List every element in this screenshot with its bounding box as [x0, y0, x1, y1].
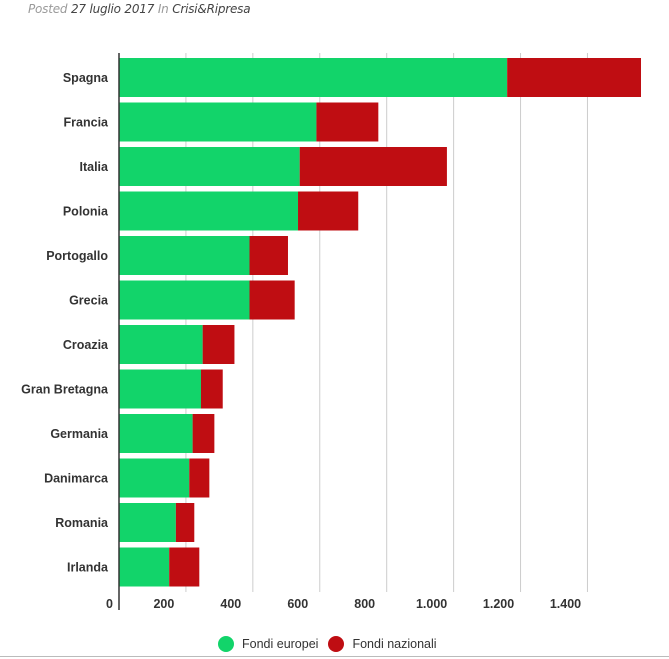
x-tick-label-7: 1.400	[550, 597, 581, 611]
category-label-irlanda: Irlanda	[67, 561, 109, 575]
bar-fondi-nazionali-portogallo[interactable]	[249, 236, 288, 275]
post-meta: Posted 27 luglio 2017 In Crisi&Ripresa	[28, 2, 251, 16]
bar-fondi-europei-gran-bretagna[interactable]	[119, 369, 201, 409]
bar-fondi-europei-grecia[interactable]	[119, 280, 250, 320]
bar-fondi-europei-polonia[interactable]	[119, 191, 299, 231]
bar-fondi-nazionali-francia[interactable]	[316, 102, 379, 142]
category-label-germania: Germania	[50, 427, 109, 441]
bar-fondi-europei-italia[interactable]	[119, 147, 300, 186]
x-tick-label-5: 1.000	[416, 597, 447, 611]
category-label-francia: Francia	[64, 116, 110, 130]
category-label-danimarca: Danimarca	[44, 472, 109, 486]
bar-fondi-europei-croazia[interactable]	[119, 325, 203, 364]
x-tick-label-4: 800	[354, 597, 375, 611]
x-tick-label-0: 0	[106, 597, 113, 611]
legend-swatch-fondi-nazionali	[328, 636, 345, 652]
bottom-divider	[0, 656, 669, 657]
bar-fondi-nazionali-gran-bretagna[interactable]	[200, 369, 223, 409]
bar-fondi-europei-portogallo[interactable]	[119, 236, 250, 275]
legend-item-fondi-europei[interactable]: Fondi europei	[218, 636, 318, 652]
category-label-spagna: Spagna	[63, 71, 109, 85]
bar-fondi-nazionali-germania[interactable]	[192, 414, 215, 453]
tick-labels: 0 200 400 600 800 1.000 1.200 1.400	[106, 597, 581, 611]
category-label-grecia: Grecia	[69, 294, 109, 308]
x-tick-label-3: 600	[287, 597, 308, 611]
category-label-romania: Romania	[55, 516, 109, 530]
bar-fondi-europei-irlanda[interactable]	[119, 547, 170, 587]
legend-label-fondi-nazionali: Fondi nazionali	[352, 637, 437, 651]
post-date: 27 luglio 2017	[70, 2, 155, 16]
bar-fondi-nazionali-grecia[interactable]	[249, 280, 295, 320]
category-label-italia: Italia	[80, 160, 110, 174]
bar-fondi-nazionali-spagna[interactable]	[507, 58, 641, 97]
bar-fondi-nazionali-italia[interactable]	[299, 147, 447, 186]
legend-label-fondi-europei: Fondi europei	[242, 637, 319, 651]
x-tick-label-1: 200	[153, 597, 174, 611]
category-labels: Spagna Francia Italia Polonia Portogallo Grec…	[21, 71, 109, 575]
grid-lines	[185, 53, 588, 592]
posted-prefix: Posted	[28, 2, 68, 16]
x-tick-label-2: 400	[220, 597, 241, 611]
bar-fondi-nazionali-romania[interactable]	[175, 503, 195, 542]
legend-swatch-fondi-europei	[218, 636, 234, 652]
bar-fondi-europei-spagna[interactable]	[119, 58, 508, 97]
chart-legend: Fondi europei Fondi nazionali	[218, 636, 447, 652]
legend-item-fondi-nazionali[interactable]: Fondi nazionali	[328, 636, 437, 652]
bar-fondi-europei-romania[interactable]	[119, 503, 176, 542]
bar-fondi-nazionali-danimarca[interactable]	[189, 458, 210, 498]
bar-fondi-europei-danimarca[interactable]	[119, 458, 190, 498]
bar-fondi-europei-germania[interactable]	[119, 414, 193, 453]
bar-fondi-nazionali-croazia[interactable]	[202, 325, 235, 364]
bar-fondi-europei-francia[interactable]	[119, 102, 317, 142]
bar-fondi-nazionali-polonia[interactable]	[298, 191, 359, 231]
category-label-polonia: Polonia	[63, 205, 109, 219]
category-label-portogallo: Portogallo	[46, 249, 108, 263]
bars	[119, 58, 641, 587]
in-prefix: In	[157, 2, 169, 16]
post-category-link[interactable]: Crisi&Ripresa	[172, 2, 251, 16]
category-label-croazia: Croazia	[63, 338, 109, 352]
category-label-gran-bretagna: Gran Bretagna	[21, 383, 109, 397]
bar-fondi-nazionali-irlanda[interactable]	[169, 547, 200, 587]
x-tick-label-6: 1.200	[483, 597, 514, 611]
